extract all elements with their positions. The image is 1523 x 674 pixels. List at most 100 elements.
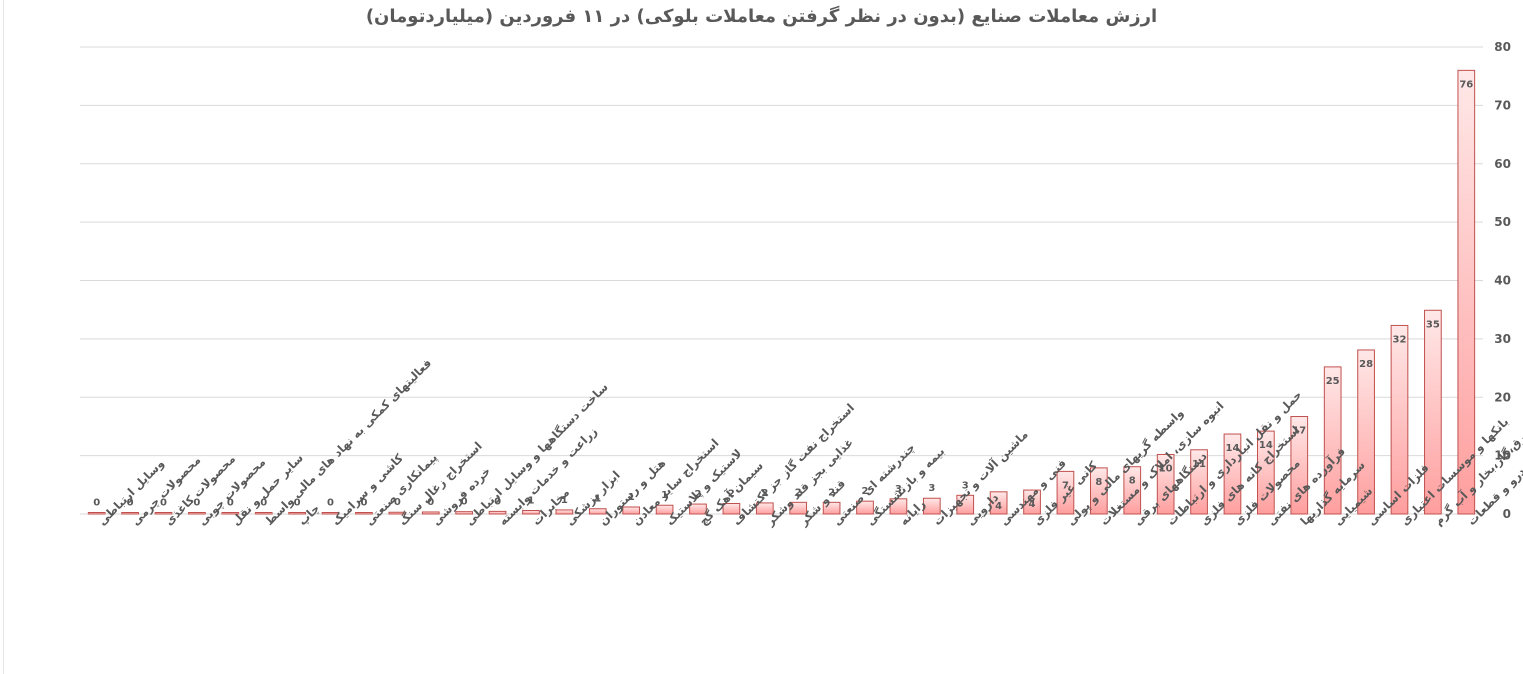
chart-title: ارزش معاملات صنایع (بدون در نظر گرفتن مع… — [365, 6, 1158, 27]
data-label: 14 — [1226, 443, 1240, 454]
data-label: 0 — [294, 498, 301, 509]
bar — [221, 512, 240, 515]
data-label: 0 — [327, 498, 334, 509]
bar — [555, 509, 574, 515]
data-label: 14 — [1259, 440, 1273, 451]
data-label: 3 — [962, 480, 969, 491]
bar — [1089, 467, 1108, 515]
bar — [956, 494, 975, 515]
bar — [856, 500, 874, 515]
data-label: 0 — [494, 496, 501, 507]
bar — [488, 510, 507, 515]
bars — [87, 69, 1476, 515]
bar — [1257, 430, 1275, 515]
data-label: 0 — [227, 498, 234, 509]
data-label: 2 — [828, 487, 835, 498]
data-label: 8 — [1129, 476, 1136, 487]
data-label: 0 — [360, 498, 367, 509]
data-label: 0 — [193, 498, 200, 509]
y-axis-tick-labels: 0 10 20 30 40 50 60 70 80 — [1494, 40, 1511, 521]
data-label: 1 — [661, 490, 668, 501]
bar — [421, 511, 440, 515]
bar — [1457, 69, 1476, 515]
data-label: 2 — [862, 486, 869, 497]
bar — [1357, 349, 1375, 515]
y-tick-label: 30 — [1494, 332, 1511, 346]
data-label: 0 — [394, 497, 401, 508]
y-tick-label: 0 — [1503, 507, 1511, 521]
data-label: 1 — [527, 495, 534, 506]
y-tick-label: 40 — [1494, 274, 1511, 288]
bar — [87, 512, 106, 515]
data-label: 1 — [594, 494, 601, 505]
bar — [588, 508, 607, 515]
bar — [254, 512, 273, 515]
data-label: 0 — [93, 498, 100, 509]
data-label: 3 — [895, 484, 902, 495]
bar — [755, 502, 774, 515]
data-label: 1 — [628, 492, 635, 503]
bar — [1156, 453, 1175, 515]
data-label: 0 — [461, 497, 468, 508]
data-label: 28 — [1359, 359, 1373, 370]
data-label: 2 — [695, 489, 702, 500]
data-label: 0 — [260, 498, 267, 509]
bar — [288, 512, 306, 515]
bar — [522, 509, 540, 515]
bar — [188, 512, 206, 515]
bar — [1056, 470, 1075, 515]
bar — [1190, 449, 1208, 515]
data-label: 76 — [1459, 79, 1473, 90]
data-label: 0 — [127, 498, 134, 509]
data-label: 4 — [1029, 499, 1036, 510]
data-label: 25 — [1326, 376, 1340, 387]
y-tick-label: 10 — [1494, 449, 1511, 463]
bar — [789, 501, 808, 515]
data-label: 35 — [1426, 319, 1440, 330]
bar — [689, 503, 707, 515]
bar — [989, 491, 1008, 515]
data-label: 2 — [728, 488, 735, 499]
bar — [1390, 324, 1409, 515]
bar — [154, 512, 173, 515]
data-label: 10 — [1159, 463, 1173, 474]
bar — [1323, 366, 1342, 515]
data-label: 2 — [761, 488, 768, 499]
bar — [722, 502, 741, 515]
bar — [922, 497, 941, 515]
data-label: 0 — [160, 498, 167, 509]
data-label: 8 — [1095, 477, 1102, 488]
gridlines — [80, 46, 1483, 515]
bar — [1123, 466, 1142, 515]
data-label: 17 — [1292, 426, 1306, 437]
data-label: 3 — [928, 483, 935, 494]
y-tick-label: 80 — [1494, 40, 1511, 54]
y-tick-label: 70 — [1494, 98, 1511, 112]
left-border-line — [3, 0, 4, 674]
data-label: 2 — [795, 487, 802, 498]
bar — [622, 506, 641, 515]
bar — [822, 501, 841, 515]
y-tick-label: 50 — [1494, 215, 1511, 229]
bar — [655, 504, 674, 515]
data-label: 32 — [1393, 334, 1407, 345]
bar — [321, 512, 340, 515]
bar — [1424, 309, 1442, 515]
bar — [1223, 433, 1242, 515]
data-label: 7 — [1062, 480, 1069, 491]
bar — [121, 512, 139, 515]
bar — [889, 498, 908, 515]
y-tick-label: 60 — [1494, 157, 1511, 171]
bar — [1023, 489, 1041, 515]
y-tick-label: 20 — [1494, 390, 1511, 404]
data-label: 1 — [561, 495, 568, 506]
bar — [1290, 416, 1309, 515]
bar — [388, 511, 407, 515]
data-label: 0 — [427, 497, 434, 508]
bar — [355, 512, 373, 515]
bar — [455, 511, 474, 515]
data-label: 4 — [995, 501, 1002, 512]
